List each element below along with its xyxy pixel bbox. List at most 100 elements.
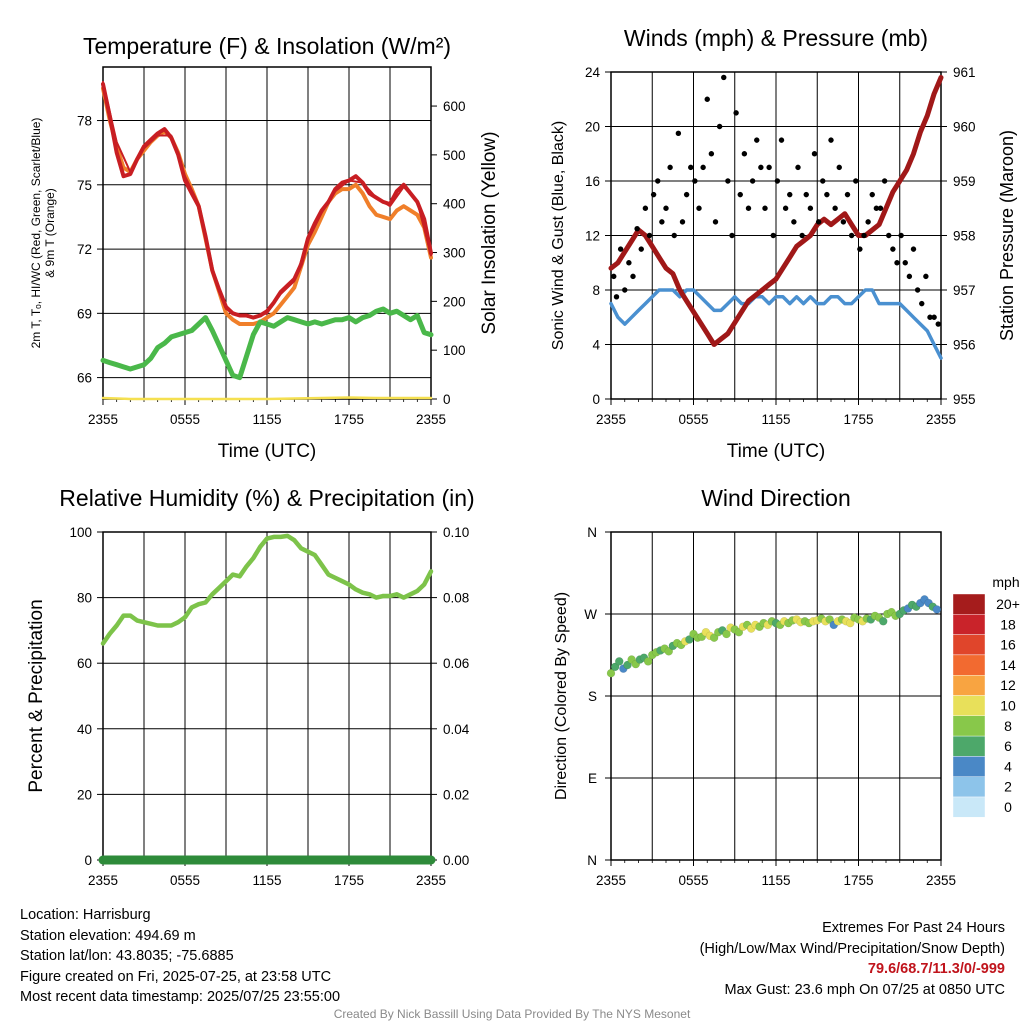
y-right-tick-label: 0.04: [443, 722, 470, 737]
gust-point: [906, 273, 913, 280]
elevation-text: Station elevation: 494.69 m: [20, 927, 196, 944]
colorbar-label: 4: [1004, 758, 1012, 774]
y-right-tick-label: 400: [443, 197, 466, 212]
y-tick-label: 40: [77, 722, 92, 737]
y-right-tick-label: 300: [443, 246, 466, 261]
colorbar-label: 2: [1004, 779, 1012, 795]
gust-point: [853, 178, 859, 184]
wind-direction-point: [709, 633, 719, 642]
y-tick-label: 80: [77, 591, 92, 606]
wind-direction-point: [734, 627, 744, 637]
x-tick-label: 0555: [170, 412, 200, 427]
gust-point: [840, 219, 847, 225]
series-pressure: [608, 75, 944, 347]
gust-point: [642, 205, 649, 211]
gust-point: [749, 178, 756, 184]
wind-direction-point: [685, 635, 694, 644]
y-right-tick-label: 0: [443, 392, 451, 407]
gust-point: [688, 164, 694, 171]
x-axis-label: Time (UTC): [727, 441, 826, 462]
gust-point: [770, 232, 776, 239]
gust-point: [617, 246, 624, 252]
gust-point: [683, 191, 690, 198]
y-tick-label: N: [587, 853, 597, 868]
x-tick-label: 2355: [926, 873, 956, 888]
y-right-tick-label: 200: [443, 294, 466, 309]
gust-point: [815, 219, 822, 225]
x-tick-label: 0555: [678, 873, 708, 888]
y-right-tick-label: 961: [953, 65, 976, 80]
created-text: Figure created on Fri, 2025-07-25, at 23…: [20, 968, 332, 985]
x-tick-label: 2355: [88, 873, 118, 888]
wind-direction-point: [664, 647, 673, 656]
gust-point: [700, 164, 706, 171]
gust-point: [836, 164, 842, 171]
x-tick-label: 1755: [334, 873, 364, 888]
y-right-axis-label: Station Pressure (Maroon): [997, 130, 1017, 341]
series-dew_point: [100, 306, 434, 381]
y-right-tick-label: 959: [953, 174, 976, 189]
gust-point: [696, 205, 702, 211]
y-tick-label: 66: [77, 371, 92, 386]
gust-point: [725, 178, 731, 184]
gust-point: [638, 246, 644, 252]
location-text: Location: Harrisburg: [20, 907, 151, 923]
gust-point: [935, 321, 941, 327]
gust-point: [919, 300, 925, 307]
gust-point: [848, 232, 855, 239]
y-axis-label-line: 2m T, Tₒ, HI/WC (Red, Green, Scarlet/Blu…: [29, 118, 43, 349]
extremes-title: Extremes For Past 24 Hours: [822, 920, 1005, 936]
colorbar-swatch: [952, 776, 986, 798]
y-right-tick-label: 957: [953, 283, 976, 298]
y-tick-label: 24: [585, 65, 601, 80]
gust-point: [708, 151, 715, 157]
wind-direction-point: [825, 615, 834, 624]
chart-title: Relative Humidity (%) & Precipitation (i…: [59, 485, 474, 511]
chart-title: Temperature (F) & Insolation (W/m²): [83, 33, 451, 59]
x-tick-label: 2355: [596, 412, 626, 427]
colorbar-label: 0: [1004, 799, 1012, 815]
gust-point: [910, 246, 917, 252]
gust-point: [650, 191, 657, 198]
gust-point: [766, 164, 772, 171]
extremes-panel: Extremes For Past 24 Hours (High/Low/Max…: [700, 918, 1005, 1000]
series-sonic_wind: [609, 288, 943, 360]
gust-point: [622, 287, 628, 293]
chart-title: Wind Direction: [701, 485, 851, 511]
colorbar-swatch: [952, 735, 986, 757]
y-tick-label: 69: [77, 306, 92, 321]
y-right-tick-label: 956: [953, 338, 976, 353]
x-tick-label: 1155: [252, 873, 281, 888]
y-tick-label: N: [587, 525, 597, 540]
gust-point: [803, 191, 809, 198]
x-tick-label: 1755: [843, 873, 873, 888]
x-tick-label: 2355: [926, 412, 956, 427]
wind-direction-point: [643, 657, 653, 666]
y-tick-label: 12: [585, 229, 600, 244]
extremes-subtitle: (High/Low/Max Wind/Precipitation/Snow De…: [699, 940, 1005, 957]
series-rh: [100, 533, 434, 646]
gust-point: [787, 191, 793, 198]
recent-data-text: Most recent data timestamp: 2025/07/25 2…: [20, 989, 341, 1005]
y-axis-label: 2m T, Tₒ, HI/WC (Red, Green, Scarlet/Blu…: [29, 118, 57, 349]
x-tick-label: 1755: [334, 412, 364, 427]
y-tick-label: 4: [592, 338, 600, 353]
gust-point: [791, 219, 797, 225]
y-right-tick-label: 960: [953, 120, 976, 135]
y-tick-label: 100: [69, 525, 92, 540]
colorbar-swatch: [952, 654, 986, 676]
y-tick-label: 78: [77, 114, 92, 129]
y-right-tick-label: 955: [953, 392, 976, 407]
y-tick-label: 75: [77, 178, 92, 193]
colorbar-label: 20+: [996, 596, 1020, 612]
colorbar-swatch: [952, 756, 986, 777]
y-right-tick-label: 600: [443, 99, 466, 114]
y-right-axis-label: Solar Insolation (Yellow): [479, 131, 500, 334]
y-axis-label: Percent & Precipitation: [26, 599, 47, 792]
y-tick-label: 16: [585, 174, 600, 189]
y-tick-label: 20: [77, 787, 92, 802]
gust-point: [902, 260, 908, 266]
gust-point: [782, 205, 789, 211]
colorbar-label: 14: [1000, 657, 1016, 673]
gust-point: [844, 191, 851, 198]
